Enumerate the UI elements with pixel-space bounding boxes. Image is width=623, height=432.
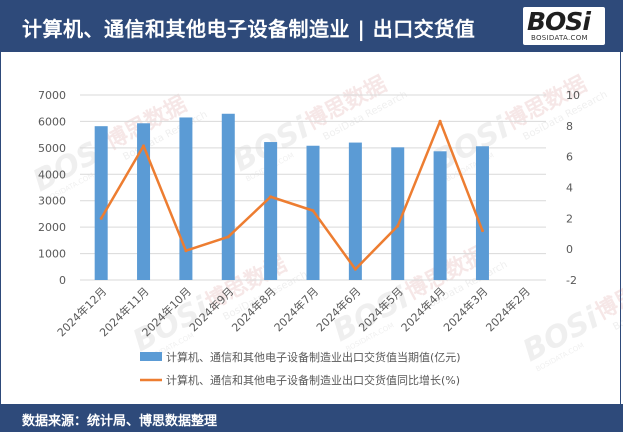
left-axis-tick-label: 7000 — [38, 89, 66, 102]
legend-bar-label: 计算机、通信和其他电子设备制造业出口交货值当期值(亿元) — [166, 350, 461, 364]
right-axis-tick-label: 0 — [566, 243, 573, 256]
source-footer: 数据来源：统计局、博思数据整理 — [0, 404, 623, 432]
left-axis-tick-label: 5000 — [38, 142, 66, 155]
legend-line-label: 计算机、通信和其他电子设备制造业出口交货值同比增长(%) — [166, 373, 460, 387]
bar — [475, 146, 489, 280]
chart-title: 计算机、通信和其他电子设备制造业 | 出口交货值 — [22, 17, 476, 41]
right-axis-tick-label: 4 — [566, 182, 573, 195]
line-point — [353, 267, 357, 271]
right-axis-tick-label: -2 — [566, 274, 577, 287]
left-axis-tick-label: 4000 — [38, 168, 66, 181]
bar — [221, 113, 235, 280]
left-axis-tick-label: 2000 — [38, 221, 66, 234]
bar — [348, 142, 362, 280]
bar — [306, 145, 320, 280]
line-point — [226, 235, 230, 239]
line-point — [269, 195, 273, 199]
logo-wordmark: BOSi — [527, 7, 591, 36]
right-axis-tick-label: 10 — [566, 89, 580, 102]
left-axis-tick-label: 3000 — [38, 195, 66, 208]
right-axis-tick-label: 8 — [566, 120, 573, 133]
bar — [433, 151, 447, 280]
line-point — [99, 216, 103, 220]
right-axis-ticks: -2 0 2 4 6 8 10 — [566, 89, 580, 287]
logo-subtext: BOSIDATA.COM — [531, 34, 588, 42]
right-axis-tick-label: 6 — [566, 151, 573, 164]
line-point — [480, 229, 484, 233]
source-note: 数据来源：统计局、博思数据整理 — [22, 414, 218, 429]
bar — [137, 123, 151, 281]
legend: 计算机、通信和其他电子设备制造业出口交货值当期值(亿元) 计算机、通信和其他电子设… — [140, 350, 461, 387]
line-series — [99, 119, 484, 271]
line-point — [438, 119, 442, 123]
bar — [179, 117, 193, 280]
line-point — [396, 224, 400, 228]
legend-bar-swatch — [140, 352, 162, 361]
left-axis-tick-label: 0 — [59, 274, 66, 287]
right-axis-tick-label: 2 — [566, 212, 573, 225]
bar — [94, 126, 108, 280]
x-axis-label: 2024年2月 — [483, 284, 533, 334]
left-axis-tick-label: 6000 — [38, 115, 66, 128]
line-point — [311, 209, 315, 213]
line-point — [184, 249, 188, 253]
title-banner: 计算机、通信和其他电子设备制造业 | 出口交货值 BOSi BOSIDATA.C… — [0, 0, 623, 52]
growth-line — [100, 119, 484, 271]
bar — [391, 147, 405, 280]
bar-series — [94, 113, 489, 281]
left-axis-ticks: 0 1000 2000 3000 4000 5000 6000 7000 — [38, 89, 66, 287]
left-axis-tick-label: 1000 — [38, 248, 66, 261]
line-point — [142, 144, 146, 148]
bar — [264, 142, 278, 280]
bosi-logo: BOSi BOSIDATA.COM — [523, 7, 605, 45]
